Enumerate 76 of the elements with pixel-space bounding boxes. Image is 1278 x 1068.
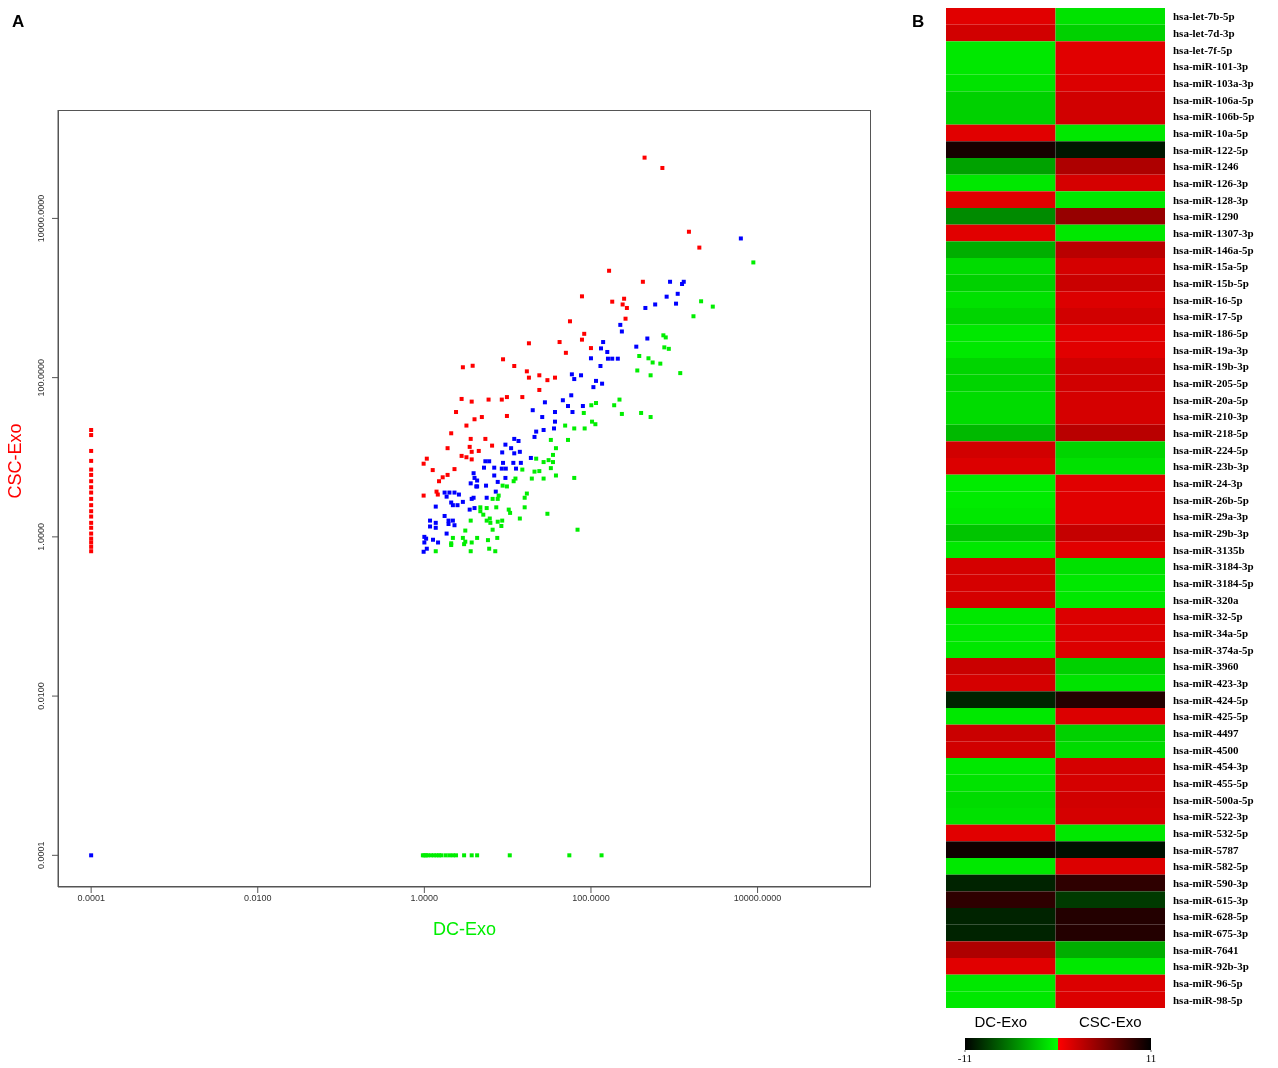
x-tick-label: 100.0000 [572,893,610,904]
y-tick-label: hsa-miR-374a-5p [1173,643,1254,656]
y-tick-label: hsa-miR-15b-5p [1173,276,1249,289]
x-tick-label: 0.0100 [243,893,272,904]
color-bar-label: -11 [957,1051,973,1064]
y-tick-label: hsa-miR-675-3p [1173,926,1249,939]
y-tick-label: hsa-miR-5787 [1173,843,1239,856]
y-tick-label: hsa-miR-16-5p [1173,293,1243,306]
y-tick-label: hsa-miR-106b-5p [1173,110,1255,123]
y-tick-label: hsa-miR-10a-5p [1173,126,1249,139]
y-tick-label: hsa-miR-7641 [1173,943,1239,956]
x-tick-label: 0.0001 [77,893,105,904]
y-tick-label: hsa-miR-205-5p [1173,376,1249,389]
y-tick-label: hsa-miR-582-5p [1173,860,1249,873]
y-tick-label: hsa-miR-15a-5p [1173,260,1249,273]
y-tick-label: hsa-miR-103a-3p [1173,76,1254,89]
y-tick-label: 0.0100 [36,682,46,710]
y-axis-title: CSC-Exo [5,423,26,499]
y-tick-label: hsa-miR-615-3p [1173,893,1249,906]
y-tick-label: hsa-miR-455-5p [1173,776,1249,789]
y-tick-label: hsa-miR-146a-5p [1173,243,1254,256]
y-tick-label: hsa-miR-3184-5p [1173,576,1254,589]
chart-title: A [12,12,25,32]
y-tick-label: hsa-miR-3184-3p [1173,560,1254,573]
y-tick-label: hsa-miR-532-5p [1173,826,1249,839]
y-tick-label: hsa-miR-19b-3p [1173,360,1249,373]
y-tick-label: hsa-miR-4497 [1173,726,1239,739]
y-tick-label: 100.0000 [36,358,46,397]
y-tick-label: hsa-miR-20a-5p [1173,393,1249,406]
y-tick-label: hsa-miR-1307-3p [1173,226,1254,239]
color-bar-label: 11 [1145,1051,1157,1064]
y-tick-label: hsa-miR-23b-3p [1173,460,1249,473]
y-tick-label: hsa-miR-3960 [1173,660,1239,673]
y-tick-label: hsa-miR-29b-3p [1173,526,1249,539]
y-tick-label: 1.0000 [36,523,46,551]
y-tick-label: hsa-miR-98-5p [1173,993,1243,1006]
y-tick-label: hsa-miR-424-5p [1173,693,1249,706]
y-tick-label: hsa-let-7d-3p [1173,26,1235,39]
x-tick-label: 1.0000 [410,893,439,904]
y-tick-label: hsa-miR-96-5p [1173,976,1243,989]
y-tick-label: hsa-miR-3135b [1173,543,1245,556]
y-tick-label: hsa-miR-19a-3p [1173,343,1249,356]
y-tick-label: 0.0001 [36,841,46,870]
x-axis-title: DC-Exo [432,919,497,939]
y-tick-label: hsa-miR-628-5p [1173,910,1249,923]
y-tick-label: hsa-miR-34a-5p [1173,626,1249,639]
chart-title: B [912,12,925,32]
y-tick-label: hsa-miR-522-3p [1173,810,1249,823]
y-tick-label: hsa-miR-320a [1173,593,1239,606]
y-tick-label: hsa-miR-1290 [1173,210,1239,223]
y-tick-label: hsa-miR-425-5p [1173,710,1249,723]
y-tick-label: 10000.0000 [36,194,46,243]
y-tick-label: hsa-miR-500a-5p [1173,793,1254,806]
y-tick-label: hsa-miR-590-3p [1173,876,1249,889]
y-tick-label: hsa-miR-224-5p [1173,443,1249,456]
y-tick-label: hsa-miR-126-3p [1173,176,1249,189]
y-tick-label: hsa-miR-423-3p [1173,676,1249,689]
y-tick-label: hsa-miR-32-5p [1173,610,1243,623]
y-tick-label: hsa-miR-454-3p [1173,760,1249,773]
y-tick-label: hsa-miR-122-5p [1173,143,1249,156]
y-tick-label: hsa-miR-4500 [1173,743,1239,756]
y-tick-label: hsa-miR-29a-3p [1173,510,1249,523]
y-tick-label: hsa-miR-26b-5p [1173,493,1249,506]
y-tick-label: hsa-let-7b-5p [1173,10,1235,23]
y-tick-label: hsa-miR-24-3p [1173,476,1243,489]
y-tick-label: hsa-miR-1246 [1173,160,1239,173]
y-tick-label: hsa-miR-92b-3p [1173,960,1249,973]
y-tick-label: hsa-miR-186-5p [1173,326,1249,339]
y-tick-label: hsa-miR-17-5p [1173,310,1243,323]
y-tick-label: hsa-miR-210-3p [1173,410,1249,423]
y-tick-label: hsa-miR-101-3p [1173,60,1249,73]
y-tick-label: hsa-miR-106a-5p [1173,93,1254,106]
y-tick-label: hsa-miR-218-5p [1173,426,1249,439]
y-tick-label: hsa-let-7f-5p [1173,43,1233,56]
x-tick-label: 10000.0000 [733,893,782,904]
y-tick-label: hsa-miR-128-3p [1173,193,1249,206]
